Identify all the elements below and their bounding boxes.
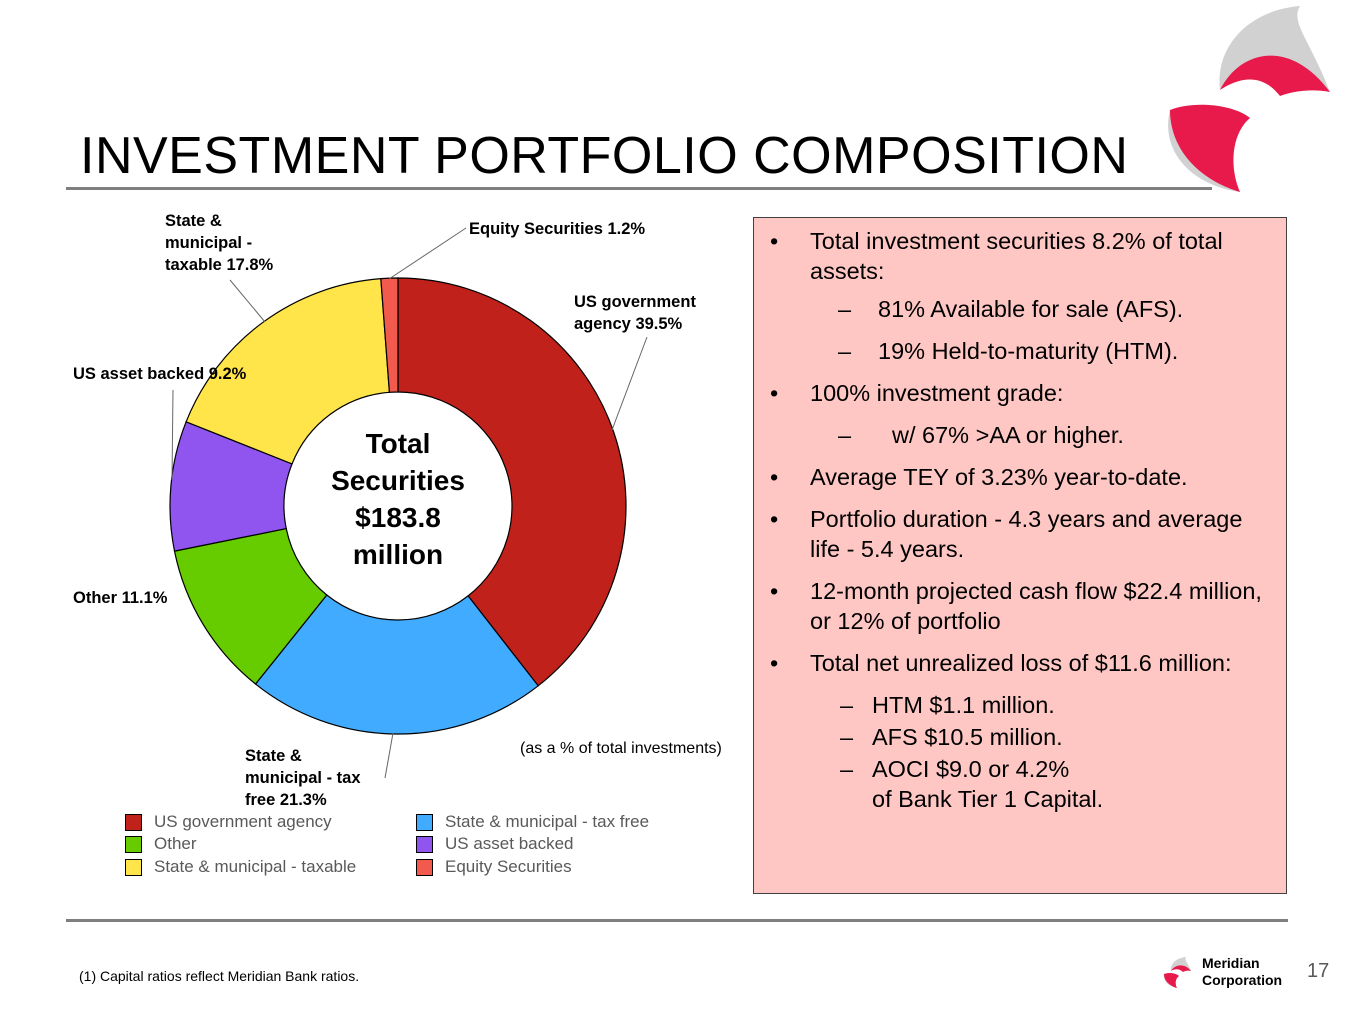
center-label-line: Total (366, 428, 431, 459)
dash-marker: – (840, 756, 854, 782)
bullet-total-securities: • Total investment securities 8.2% of to… (768, 226, 1274, 286)
dash-marker: – (840, 724, 854, 750)
sub-item-htm-loss: – HTM $1.1 million. (768, 690, 1274, 720)
center-label-line: $183.8 (355, 502, 441, 533)
page-number: 17 (1307, 960, 1330, 982)
sub-item-afs: – 81% Available for sale (AFS). (768, 294, 1274, 324)
legend-item: Other (125, 834, 197, 854)
legend-label: Other (154, 834, 197, 853)
legend-item: Equity Securities (416, 857, 572, 877)
sub-text: of Bank Tier 1 Capital. (872, 786, 1104, 812)
sub-item-htm: – 19% Held-to-maturity (HTM). (768, 336, 1274, 366)
sub-text: 81% Available for sale (AFS). (878, 296, 1184, 322)
data-label-line: taxable 17.8% (165, 256, 274, 274)
footer-divider (66, 919, 1288, 922)
leader-line-equity-securities (388, 227, 467, 280)
data-label-equity-securities: Equity Securities 1.2% (469, 220, 645, 238)
donut-slice-equity-securities (380, 277, 399, 393)
data-label-us-government-agency: US government agency 39.5% (574, 293, 696, 333)
footnote: (1) Capital ratios reflect Meridian Bank… (79, 968, 360, 984)
dash-marker: – (840, 692, 854, 718)
legend-swatch-us-asset-backed (416, 835, 433, 853)
data-label-line: State & (165, 212, 222, 230)
bullet-duration: • Portfolio duration - 4.3 years and ave… (768, 504, 1274, 564)
title-divider (66, 187, 1212, 190)
meridian-swirl-logo (1168, 6, 1330, 192)
donut-slice-us-government-agency (397, 277, 627, 687)
bullet-text: 12-month projected cash flow $22.4 milli… (810, 578, 1262, 634)
sub-text: HTM $1.1 million. (872, 692, 1055, 718)
data-label-line: US asset backed 9.2% (73, 365, 247, 383)
bullet-cash-flow: • 12-month projected cash flow $22.4 mil… (768, 576, 1274, 636)
data-label-line: State & (245, 747, 302, 765)
legend-label: State & municipal - taxable (154, 857, 357, 876)
bullet-text: Total net unrealized loss of $11.6 milli… (810, 650, 1232, 676)
bullet-text: Portfolio duration - 4.3 years and avera… (810, 506, 1243, 562)
legend-item: State & municipal - taxable (125, 857, 356, 877)
sub-text: w/ 67% >AA or higher. (892, 422, 1124, 448)
bullet-investment-grade: • 100% investment grade: (768, 378, 1274, 408)
sub-item-aoci: – AOCI $9.0 or 4.2% of Bank Tier 1 Capit… (768, 754, 1274, 814)
legend-item: US government agency (125, 812, 332, 832)
legend-label: State & municipal - tax free (445, 812, 650, 831)
legend-label: US government agency (154, 812, 332, 831)
sub-text: AFS $10.5 million. (872, 724, 1063, 750)
data-label-line: municipal - (165, 234, 252, 252)
chart-unit-note: (as a % of total investments) (520, 740, 722, 757)
bullet-marker: • (770, 578, 779, 604)
data-label-line: US government (574, 293, 696, 311)
sub-item-aa: – w/ 67% >AA or higher. (768, 420, 1274, 450)
portfolio-donut-chart: US government agency 39.5% State & municipa… (73, 212, 696, 809)
brand-line-1: Meridian (1202, 955, 1260, 971)
bullet-text: Average TEY of 3.23% year-to-date. (810, 464, 1188, 490)
center-label-line: million (353, 539, 443, 570)
dash-marker: – (838, 338, 852, 364)
bullet-marker: • (770, 650, 779, 676)
legend-item: State & municipal - tax free (416, 812, 649, 832)
sub-text: 19% Held-to-maturity (HTM). (878, 338, 1179, 364)
data-label-line: Other 11.1% (73, 589, 168, 607)
donut-center-label: Total Securities $183.8 million (331, 428, 465, 570)
leader-line-state-municipal-taxable (229, 279, 266, 323)
data-label-line: free 21.3% (245, 791, 327, 809)
leader-line-state-municipal-tax-free (384, 732, 394, 779)
sub-text: AOCI $9.0 or 4.2% (872, 756, 1070, 782)
data-label-state-municipal-tax-free: State & municipal - tax free 21.3% (245, 747, 361, 809)
sub-item-afs-loss: – AFS $10.5 million. (768, 722, 1274, 752)
center-label-line: Securities (331, 465, 465, 496)
bullet-marker: • (770, 380, 779, 406)
legend-swatch-other (125, 835, 142, 853)
bullet-text: Total investment securities 8.2% of tota… (810, 228, 1223, 284)
bullet-marker: • (770, 464, 779, 490)
legend-label: Equity Securities (445, 857, 572, 876)
leader-line-us-government-agency (611, 336, 648, 431)
bullet-marker: • (770, 228, 779, 254)
legend-swatch-state-municipal-tax-free (416, 813, 433, 831)
donut-slice-state-municipal-taxable (185, 278, 391, 465)
bullet-tey: • Average TEY of 3.23% year-to-date. (768, 462, 1274, 492)
leader-line-us-asset-backed (171, 389, 174, 481)
brand-line-2: Corporation (1202, 972, 1283, 988)
data-label-state-municipal-taxable: State & municipal - taxable 17.8% (165, 212, 274, 274)
legend-swatch-us-government-agency (125, 813, 142, 831)
data-label-us-asset-backed: US asset backed 9.2% (73, 365, 247, 383)
bullet-text: 100% investment grade: (810, 380, 1064, 406)
bullet-marker: • (770, 506, 779, 532)
bullet-unrealized-loss: • Total net unrealized loss of $11.6 mil… (768, 648, 1274, 678)
legend-swatch-equity-securities (416, 858, 433, 876)
data-label-line: municipal - tax (245, 769, 361, 787)
data-label-line: Equity Securities 1.2% (469, 220, 645, 238)
page-title: INVESTMENT PORTFOLIO COMPOSITION (80, 127, 1129, 185)
legend-swatch-state-municipal-taxable (125, 858, 142, 876)
legend-label: US asset backed (445, 834, 574, 853)
highlights-panel: • Total investment securities 8.2% of to… (753, 217, 1287, 894)
donut-slice-state-municipal-tax-free (254, 594, 540, 735)
data-label-other: Other 11.1% (73, 589, 168, 607)
dash-marker: – (838, 296, 852, 322)
data-label-line: agency 39.5% (574, 315, 683, 333)
dash-marker: – (838, 422, 852, 448)
footer-brand: Meridian Corporation (1160, 955, 1282, 989)
meridian-swirl-small-icon (1163, 957, 1191, 988)
legend-item: US asset backed (416, 834, 574, 854)
